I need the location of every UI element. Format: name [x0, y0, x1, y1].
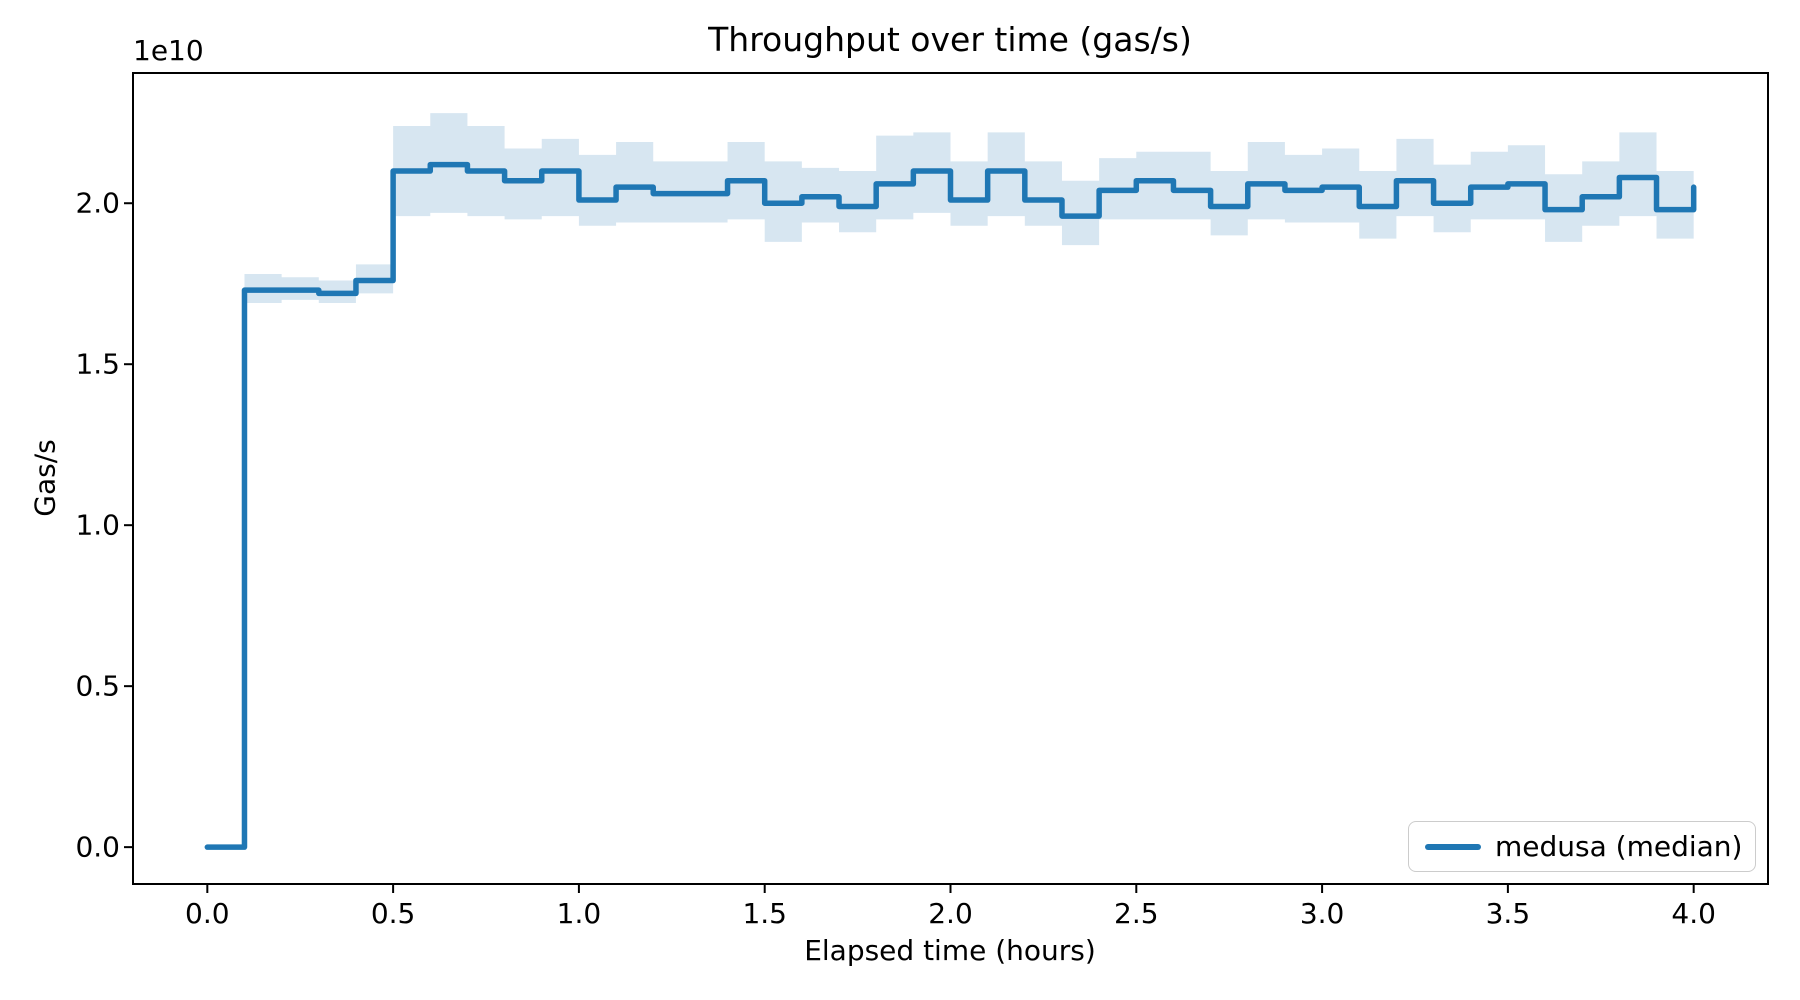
legend-label: medusa (median) — [1495, 830, 1743, 863]
y-axis-label: Gas/s — [28, 439, 62, 517]
y-tick-label: 1.5 — [75, 347, 120, 381]
y-tick-label: 2.0 — [75, 186, 120, 220]
y-tick-label: 1.0 — [75, 508, 120, 542]
x-tick-label: 0.5 — [370, 897, 416, 930]
x-tick-label: 2.0 — [928, 897, 973, 930]
legend-line-swatch — [1425, 843, 1481, 850]
x-tick-label: 4.0 — [1671, 897, 1716, 930]
y-axis-offset-label: 1e10 — [133, 34, 204, 67]
chart-title: Throughput over time (gas/s) — [708, 20, 1192, 59]
x-tick-label: 3.5 — [1485, 897, 1531, 930]
confidence-band — [207, 113, 1694, 848]
y-tick-label: 0.0 — [75, 830, 120, 864]
x-axis-label: Elapsed time (hours) — [804, 934, 1096, 967]
x-tick-label: 2.5 — [1114, 897, 1159, 930]
legend-box: medusa (median) — [1408, 821, 1756, 872]
median-step-line — [204, 161, 1697, 850]
x-tick-label: 3.0 — [1299, 897, 1345, 930]
x-tick-label: 1.0 — [556, 897, 602, 930]
x-tick-label: 0.0 — [185, 897, 230, 930]
x-tick-label: 1.5 — [742, 897, 787, 930]
y-tick-label: 0.5 — [75, 669, 120, 703]
